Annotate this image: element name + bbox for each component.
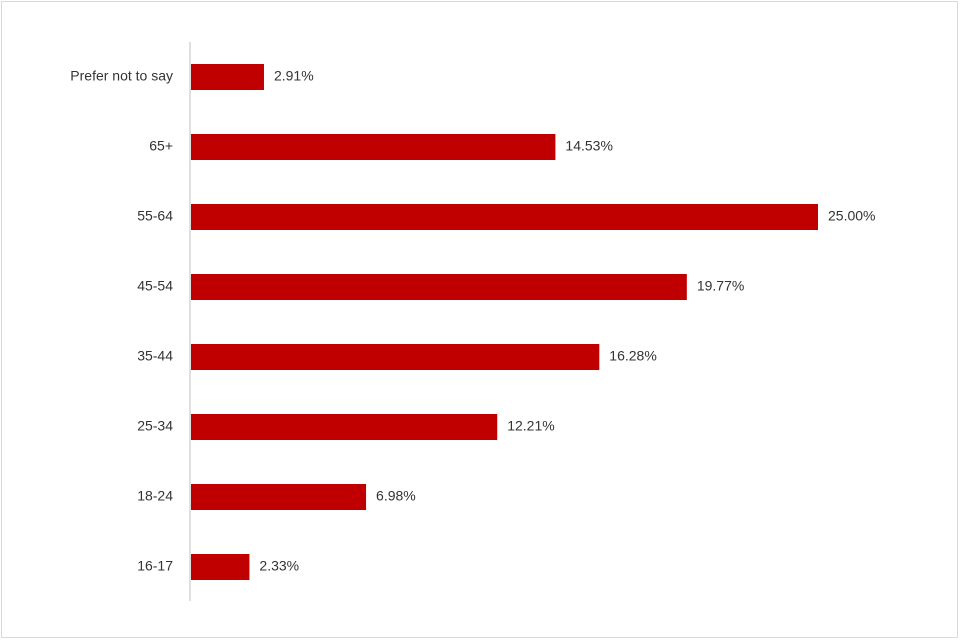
bar <box>191 274 687 300</box>
bar <box>191 204 818 230</box>
data-label: 25.00% <box>828 208 875 224</box>
data-label: 12.21% <box>507 418 554 434</box>
bar <box>191 414 498 440</box>
y-tick-label: 35-44 <box>137 348 173 364</box>
y-tick-label: 25-34 <box>137 418 173 434</box>
bar <box>191 64 264 90</box>
data-label: 19.77% <box>697 278 744 294</box>
data-label: 2.91% <box>274 68 314 84</box>
data-label: 16.28% <box>609 348 656 364</box>
bar <box>191 134 556 160</box>
data-label: 6.98% <box>376 488 416 504</box>
data-label: 2.33% <box>259 558 299 574</box>
data-label: 14.53% <box>565 138 612 154</box>
bar <box>191 554 250 580</box>
y-tick-label: 55-64 <box>137 208 173 224</box>
y-tick-label: 18-24 <box>137 488 173 504</box>
y-tick-label: Prefer not to say <box>70 68 173 84</box>
y-tick-label: 16-17 <box>137 558 173 574</box>
y-tick-label: 65+ <box>149 138 173 154</box>
bar <box>191 344 600 370</box>
y-tick-label: 45-54 <box>137 278 173 294</box>
bar <box>191 484 367 510</box>
